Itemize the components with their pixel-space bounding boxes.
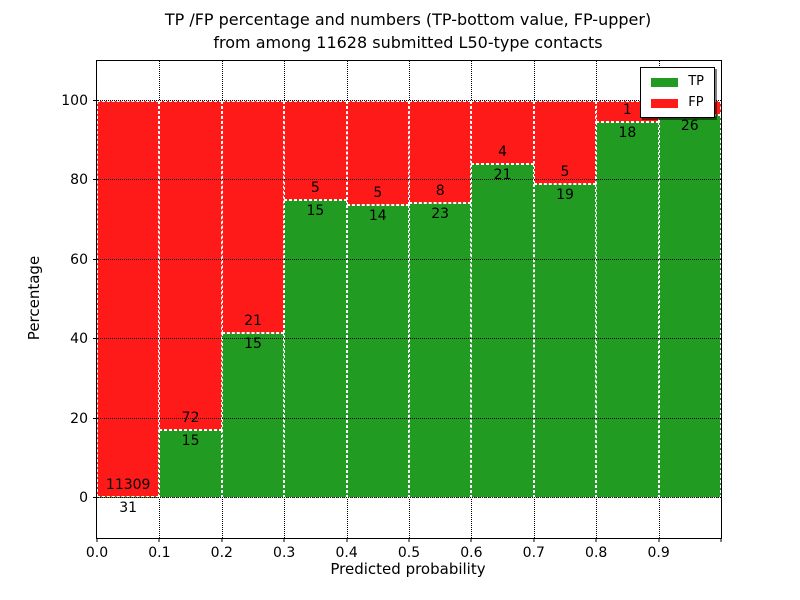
bar-group [471, 61, 534, 538]
x-tick-label: 0.2 [210, 545, 233, 561]
fp-segment [97, 100, 160, 498]
x-tick-mark [96, 538, 98, 542]
y-gridline [97, 338, 721, 340]
x-tick-mark [720, 538, 722, 542]
x-tick-mark [533, 538, 535, 542]
bar-group [346, 61, 409, 538]
x-tick-label: 0.4 [335, 545, 358, 561]
fp-count-label: 8 [435, 183, 445, 200]
y-gridline [97, 99, 721, 101]
tp-segment [471, 164, 534, 499]
bar-group [596, 61, 659, 538]
y-gridline [97, 417, 721, 419]
y-tick-label: 20 [70, 410, 88, 427]
fp-segment [284, 100, 347, 201]
x-tick-mark [470, 538, 472, 542]
legend-entry-tp: TP [651, 75, 704, 89]
tp-count-label: 18 [618, 124, 637, 141]
tp-count-label: 15 [306, 203, 325, 220]
y-tick-label: 40 [70, 331, 88, 348]
y-axis-label: Percentage [25, 255, 43, 341]
legend-entry-fp: FP [651, 96, 704, 110]
x-tick-label: 0.0 [85, 545, 109, 561]
x-axis-label: Predicted probability [330, 560, 486, 578]
tp-count-label: 21 [493, 167, 512, 184]
x-tick-label: 0.9 [647, 545, 670, 561]
x-tick-mark [283, 538, 285, 542]
y-tick-mark [93, 179, 97, 181]
y-tick-label: 0 [79, 490, 88, 507]
y-tick-mark [93, 338, 97, 340]
tp-segment [346, 205, 409, 499]
fp-count-label: 11309 [105, 477, 151, 494]
y-gridline [97, 258, 721, 260]
y-tick-label: 60 [70, 251, 88, 268]
tp-segment [159, 429, 222, 499]
x-tick-mark [221, 538, 223, 542]
fp-segment [221, 100, 285, 333]
tp-count-label: 23 [431, 206, 450, 223]
fp-segment [533, 100, 597, 184]
bar-group [409, 61, 472, 538]
tp-count-label: 31 [119, 500, 138, 517]
fp-segment [409, 100, 472, 204]
x-tick-label: 0.5 [397, 545, 421, 561]
y-tick-mark [93, 258, 97, 260]
legend-label: FP [688, 95, 704, 110]
tp-count-label: 19 [556, 186, 574, 203]
bar-group [284, 61, 347, 538]
fp-count-label: 5 [560, 163, 570, 180]
tp-segment [596, 121, 659, 499]
fp-count-label: 21 [244, 312, 262, 329]
x-tick-label: 0.7 [522, 545, 545, 561]
tp-swatch-icon [651, 77, 679, 87]
y-tick-label: 80 [70, 172, 88, 189]
tp-segment [533, 183, 597, 499]
tp-segment [221, 332, 285, 499]
y-tick-label: 100 [61, 92, 88, 109]
fp-count-label: 1 [622, 101, 632, 118]
y-tick-mark [93, 417, 97, 419]
legend-label: TP [688, 74, 704, 89]
x-tick-mark [595, 538, 597, 542]
tp-segment [658, 115, 721, 499]
x-tick-mark [408, 538, 410, 542]
tp-count-label: 15 [244, 335, 262, 352]
chart-title-line1: TP /FP percentage and numbers (TP-bottom… [164, 10, 652, 29]
tp-count-label: 15 [181, 432, 200, 449]
fp-count-label: 5 [310, 180, 320, 197]
legend: TP FP [640, 67, 715, 118]
x-tick-label: 0.3 [273, 545, 296, 561]
x-tick-label: 0.1 [148, 545, 171, 561]
tp-segment [409, 203, 472, 499]
x-tick-label: 0.6 [460, 545, 483, 561]
bar-group [97, 61, 160, 538]
tp-segment [284, 200, 347, 499]
y-tick-mark [93, 99, 97, 101]
fp-segment [159, 100, 222, 430]
fp-segment [346, 100, 409, 206]
fp-count-label: 4 [498, 144, 508, 161]
plot-area: TP FP 0 20 40 60 80 100 0.0 0.1 0.2 0.3 0.4 0.5 0.6 0.… [61, 60, 722, 561]
y-gridline [97, 179, 721, 181]
fp-count-label: 5 [373, 185, 383, 202]
bar-group [221, 61, 285, 538]
bar-group [533, 61, 597, 538]
fp-swatch-icon [651, 98, 679, 108]
y-gridline [97, 497, 721, 499]
x-tick-mark [658, 538, 660, 542]
fp-segment [471, 100, 534, 165]
chart-title: TP /FP percentage and numbers (TP-bottom… [96, 8, 720, 54]
x-tick-mark [346, 538, 348, 542]
tp-count-label: 26 [680, 118, 699, 135]
tp-count-label: 14 [368, 208, 387, 225]
bar-group [159, 61, 222, 538]
y-tick-mark [93, 497, 97, 499]
x-tick-label: 0.8 [585, 545, 608, 561]
fp-count-label: 72 [181, 409, 200, 426]
x-tick-mark [158, 538, 160, 542]
chart-title-line2: from among 11628 submitted L50-type cont… [213, 33, 603, 52]
